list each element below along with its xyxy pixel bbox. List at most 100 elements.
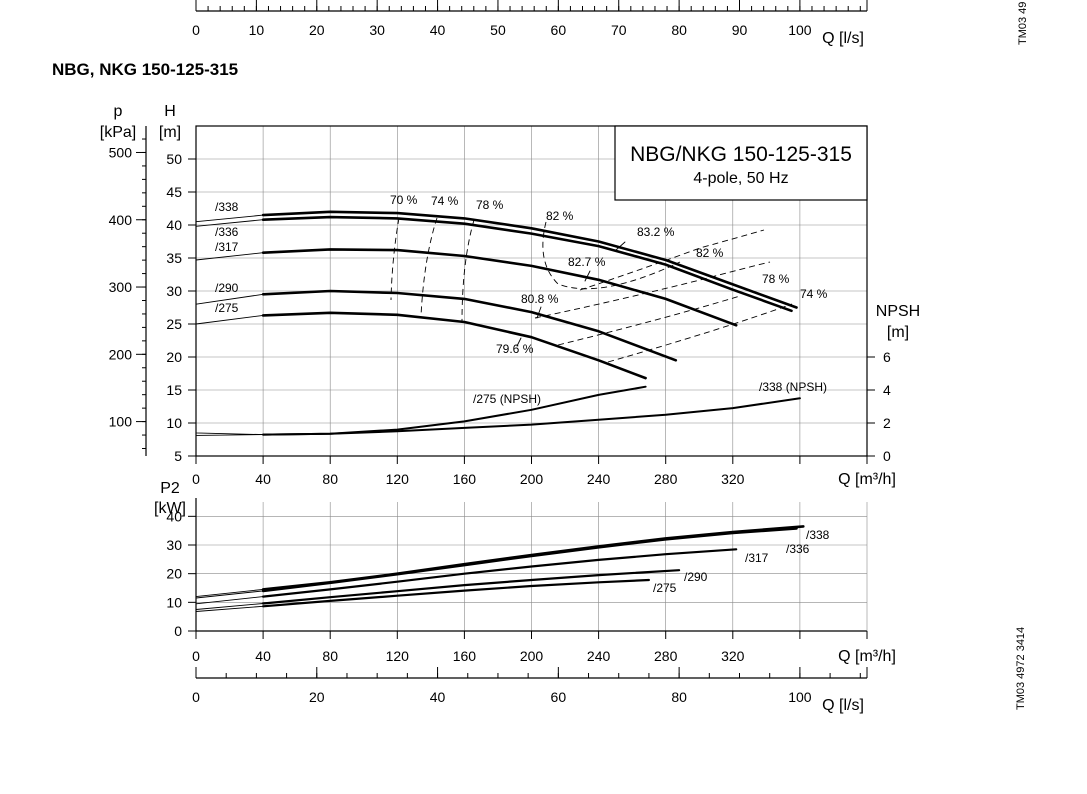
efficiency-label: 74 % (800, 287, 828, 301)
efficiency-label: 74 % (431, 194, 459, 208)
efficiency-label: 78 % (762, 272, 790, 286)
legend-subtitle: 4-pole, 50 Hz (693, 170, 788, 187)
head-curve-label: /317 (215, 240, 239, 254)
npsh-curve-label: /275 (NPSH) (473, 392, 541, 406)
power-chart: 0 40 80 120 160 200 240 280 320 Q [m³/h] 0 10 20 30 40… (154, 480, 896, 665)
power-curve-label: /317 (745, 551, 769, 565)
efficiency-label-leader (584, 270, 591, 282)
head-curve-label: /275 (215, 301, 239, 315)
top-ls-axis-tick-label: 80 (671, 22, 687, 38)
power-y-tick-label: 0 (174, 623, 182, 639)
efficiency-label-leader (536, 306, 542, 319)
power-x-tick-label: 160 (453, 648, 477, 664)
bottom-ls-axis-tick-label: 40 (430, 689, 446, 705)
bottom-ls-axis-unit: Q [l/s] (822, 697, 864, 714)
power-curve-275 (262, 578, 650, 608)
pressure-axis-symbol: p (114, 103, 123, 120)
top-ls-axis-tick-label: 0 (192, 22, 200, 38)
power-x-tick-label: 120 (386, 648, 410, 664)
efficiency-line (579, 229, 765, 291)
pressure-tick-label: 300 (109, 279, 133, 295)
bottom-ls-axis-tick-label: 60 (551, 689, 567, 705)
power-curve-label: /336 (786, 542, 810, 556)
pressure-tick-label: 200 (109, 346, 133, 362)
power-x-tick-label: 320 (721, 648, 745, 664)
head-y-tick-label: 5 (174, 448, 182, 464)
top-ls-axis-tick-label: 30 (369, 22, 385, 38)
head-y-tick-label: 30 (166, 283, 182, 299)
npsh-curve-extension (195, 434, 264, 437)
power-y-tick-label: 40 (166, 508, 182, 524)
head-y-tick-label: 40 (166, 217, 182, 233)
efficiency-label: 82 % (696, 246, 724, 260)
head-x-axis-title: Q [m³/h] (838, 471, 896, 488)
head-curve-317-extension (195, 252, 264, 272)
bottom-ls-axis-tick-label: 20 (309, 689, 325, 705)
head-x-tick-label: 320 (721, 471, 745, 487)
head-x-tick-label: 40 (255, 471, 271, 487)
power-x-tick-label: 40 (255, 648, 271, 664)
drawing-id-bottom: TM03 4972 3414 (1015, 627, 1027, 710)
efficiency-label: 82 % (546, 209, 574, 223)
power-x-axis-title: Q [m³/h] (838, 648, 896, 665)
head-curve-290 (261, 289, 678, 362)
npsh-y-tick-label: 4 (883, 382, 891, 398)
efficiency-line (461, 219, 475, 323)
power-curve-label: /275 (653, 581, 677, 595)
top-ls-axis-tick-label: 40 (430, 22, 446, 38)
npsh-y-tick-label: 6 (883, 349, 891, 365)
head-y-tick-label: 50 (166, 151, 182, 167)
head-y-tick-label: 15 (166, 382, 182, 398)
efficiency-line (420, 217, 438, 317)
legend-box (614, 125, 868, 201)
efficiency-line (534, 261, 771, 319)
efficiency-line (542, 221, 681, 290)
efficiency-line (390, 217, 400, 301)
power-curve-label: /338 (806, 528, 830, 542)
power-y-tick-label: 20 (166, 566, 182, 582)
head-x-tick-label: 240 (587, 471, 611, 487)
pressure-axis-unit: [kPa] (100, 124, 136, 141)
head-curve-336 (261, 215, 793, 313)
efficiency-label: 80.8 % (521, 292, 559, 306)
bottom-ls-axis-tick-label: 0 (192, 689, 200, 705)
head-y-tick-label: 25 (166, 316, 182, 332)
efficiency-label: 78 % (476, 198, 504, 212)
power-x-tick-label: 280 (654, 648, 678, 664)
head-curve-336-extension (195, 219, 264, 242)
bottom-ls-axis-tick-label: 100 (788, 689, 812, 705)
efficiency-label: 70 % (390, 193, 418, 207)
top-ls-axis-tick-label: 90 (732, 22, 748, 38)
power-curve-extension (195, 605, 264, 618)
power-curve-336 (261, 527, 798, 593)
power-y-tick-label: 30 (166, 537, 182, 553)
drawing-id-top: TM03 49 (1017, 2, 1029, 45)
power-curve-label: /290 (684, 570, 708, 584)
head-curve-275-extension (195, 314, 264, 338)
efficiency-label: 83.2 % (637, 225, 675, 239)
page-title: NBG, NKG 150-125-315 (52, 60, 238, 79)
power-x-tick-label: 80 (322, 648, 338, 664)
power-y-tick-label: 10 (166, 594, 182, 610)
top-ls-axis-unit: Q [l/s] (822, 30, 864, 47)
head-curve-338 (261, 210, 798, 309)
head-x-tick-label: 200 (520, 471, 544, 487)
head-y-tick-label: 10 (166, 415, 182, 431)
head-y-tick-label: 20 (166, 349, 182, 365)
bottom-ls-axis-tick-label: 80 (671, 689, 687, 705)
head-chart: 0 40 80 120 160 200 240 280 320 Q [m³/h]510152025… (100, 103, 920, 488)
power-x-tick-label: 200 (520, 648, 544, 664)
head-y-axis-unit: [m] (159, 124, 181, 141)
top-ls-axis-tick-label: 50 (490, 22, 506, 38)
head-x-tick-label: 0 (192, 471, 200, 487)
head-curve-label: /338 (215, 200, 239, 214)
head-curve-label: /336 (215, 225, 239, 239)
legend-title: NBG/NKG 150-125-315 (630, 143, 852, 166)
power-curve-290 (262, 569, 681, 605)
top-ls-axis-tick-label: 20 (309, 22, 325, 38)
head-curve-label: /290 (215, 281, 239, 295)
head-x-tick-label: 120 (386, 471, 410, 487)
power-x-tick-label: 240 (587, 648, 611, 664)
pressure-tick-label: 400 (109, 212, 133, 228)
